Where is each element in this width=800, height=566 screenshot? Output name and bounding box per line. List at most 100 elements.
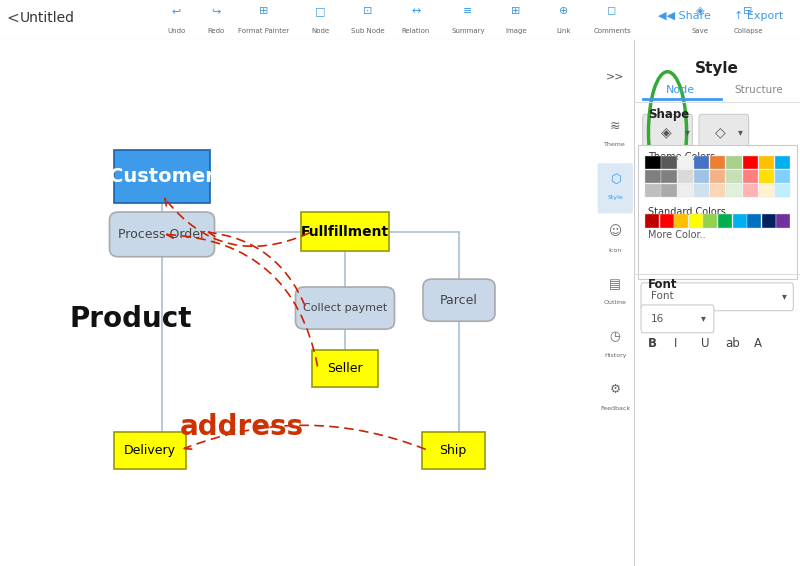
Bar: [662, 170, 677, 183]
Bar: [718, 214, 732, 228]
Text: ↔: ↔: [411, 6, 421, 16]
Text: ⊟: ⊟: [743, 6, 753, 16]
Bar: [762, 214, 776, 228]
Text: ⊞: ⊞: [511, 6, 521, 16]
FancyBboxPatch shape: [422, 432, 485, 469]
Text: U: U: [701, 337, 709, 350]
Bar: [710, 185, 726, 197]
Bar: [775, 170, 790, 183]
Text: ▾: ▾: [701, 314, 706, 324]
Text: □: □: [314, 6, 326, 16]
FancyBboxPatch shape: [598, 164, 633, 213]
Text: Ship: Ship: [439, 444, 466, 457]
Text: Save: Save: [691, 28, 709, 34]
Text: ◻: ◻: [607, 6, 617, 16]
Text: A: A: [754, 337, 762, 350]
Text: Product: Product: [69, 305, 191, 333]
Bar: [710, 156, 726, 169]
Bar: [694, 156, 710, 169]
Text: Image: Image: [505, 28, 527, 34]
Text: ⊕: ⊕: [559, 6, 569, 16]
FancyBboxPatch shape: [295, 287, 394, 329]
FancyBboxPatch shape: [423, 279, 495, 321]
Bar: [733, 214, 746, 228]
Text: ▾: ▾: [738, 127, 743, 138]
Bar: [726, 156, 742, 169]
FancyArrowPatch shape: [165, 199, 310, 246]
Text: Node: Node: [666, 85, 695, 95]
FancyBboxPatch shape: [302, 212, 389, 251]
Text: Structure: Structure: [734, 85, 783, 95]
Text: Customer: Customer: [109, 167, 215, 186]
Text: Parcel: Parcel: [440, 294, 478, 307]
Text: 16: 16: [651, 314, 664, 324]
Text: >>: >>: [606, 71, 625, 82]
FancyBboxPatch shape: [641, 305, 714, 333]
Text: ▤: ▤: [610, 278, 621, 291]
Bar: [689, 214, 702, 228]
Text: Theme Colors: Theme Colors: [648, 152, 714, 162]
Text: Outline: Outline: [604, 301, 626, 305]
Bar: [678, 185, 693, 197]
Text: ◷: ◷: [610, 331, 621, 344]
Text: B: B: [648, 337, 657, 350]
Text: Node: Node: [311, 28, 329, 34]
Text: ⊡: ⊡: [363, 6, 373, 16]
Bar: [674, 214, 688, 228]
Text: Untitled: Untitled: [20, 11, 75, 25]
Text: Format Painter: Format Painter: [238, 28, 290, 34]
Text: Font: Font: [651, 291, 674, 302]
Text: ≋: ≋: [610, 120, 621, 133]
Bar: [703, 214, 718, 228]
Text: ▾: ▾: [782, 291, 786, 302]
Bar: [645, 156, 661, 169]
Text: Standard Colors: Standard Colors: [648, 207, 726, 217]
Text: Undo: Undo: [167, 28, 185, 34]
FancyBboxPatch shape: [641, 283, 794, 311]
Bar: [662, 185, 677, 197]
FancyBboxPatch shape: [312, 350, 378, 387]
Text: ab: ab: [726, 337, 740, 350]
Text: ↪: ↪: [211, 6, 221, 16]
Text: ↑ Export: ↑ Export: [734, 11, 783, 21]
Bar: [645, 170, 661, 183]
Text: ☺: ☺: [609, 225, 622, 238]
Text: Collapse: Collapse: [734, 28, 762, 34]
Text: ⊞: ⊞: [259, 6, 269, 16]
Text: ▾: ▾: [685, 127, 690, 138]
Bar: [710, 170, 726, 183]
Text: I: I: [674, 337, 678, 350]
Text: Shape: Shape: [648, 108, 689, 121]
Text: Relation: Relation: [402, 28, 430, 34]
Bar: [660, 214, 674, 228]
Bar: [775, 185, 790, 197]
Text: Redo: Redo: [207, 28, 225, 34]
Text: ◇: ◇: [715, 125, 726, 139]
Text: Fullfillment: Fullfillment: [301, 225, 389, 239]
Bar: [742, 170, 758, 183]
Bar: [775, 156, 790, 169]
FancyBboxPatch shape: [699, 114, 749, 150]
Bar: [678, 170, 693, 183]
Bar: [678, 156, 693, 169]
Text: ◈: ◈: [696, 6, 704, 16]
Text: ↩: ↩: [171, 6, 181, 16]
Text: More Color..: More Color..: [648, 230, 706, 241]
Text: ◈: ◈: [661, 125, 671, 139]
Text: Process Order: Process Order: [118, 228, 206, 241]
Text: address: address: [180, 413, 304, 440]
Text: Style: Style: [695, 61, 739, 76]
Text: ◀◀ Share: ◀◀ Share: [658, 11, 710, 21]
Text: Theme: Theme: [604, 143, 626, 147]
FancyArrowPatch shape: [166, 231, 318, 366]
Text: Summary: Summary: [451, 28, 485, 34]
FancyBboxPatch shape: [110, 212, 214, 257]
FancyBboxPatch shape: [642, 114, 692, 150]
FancyArrowPatch shape: [184, 425, 426, 449]
Text: ⚙: ⚙: [610, 383, 621, 396]
Text: History: History: [604, 353, 626, 358]
Text: Style: Style: [607, 195, 623, 200]
FancyBboxPatch shape: [114, 150, 210, 203]
Text: Feedback: Feedback: [600, 406, 630, 410]
Bar: [758, 156, 774, 169]
